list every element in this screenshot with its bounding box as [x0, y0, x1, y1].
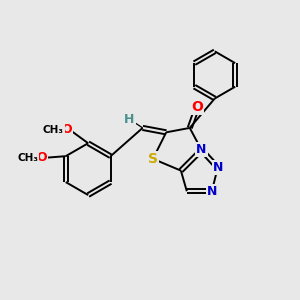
Text: O: O: [36, 151, 46, 164]
Text: N: N: [196, 143, 207, 157]
Text: S: S: [148, 152, 158, 166]
Text: N: N: [207, 185, 217, 198]
Text: O: O: [61, 123, 72, 136]
Text: CH₃: CH₃: [43, 125, 64, 135]
Text: O: O: [191, 100, 203, 114]
Text: N: N: [212, 161, 223, 174]
Text: H: H: [124, 112, 135, 126]
Text: CH₃: CH₃: [17, 153, 38, 163]
